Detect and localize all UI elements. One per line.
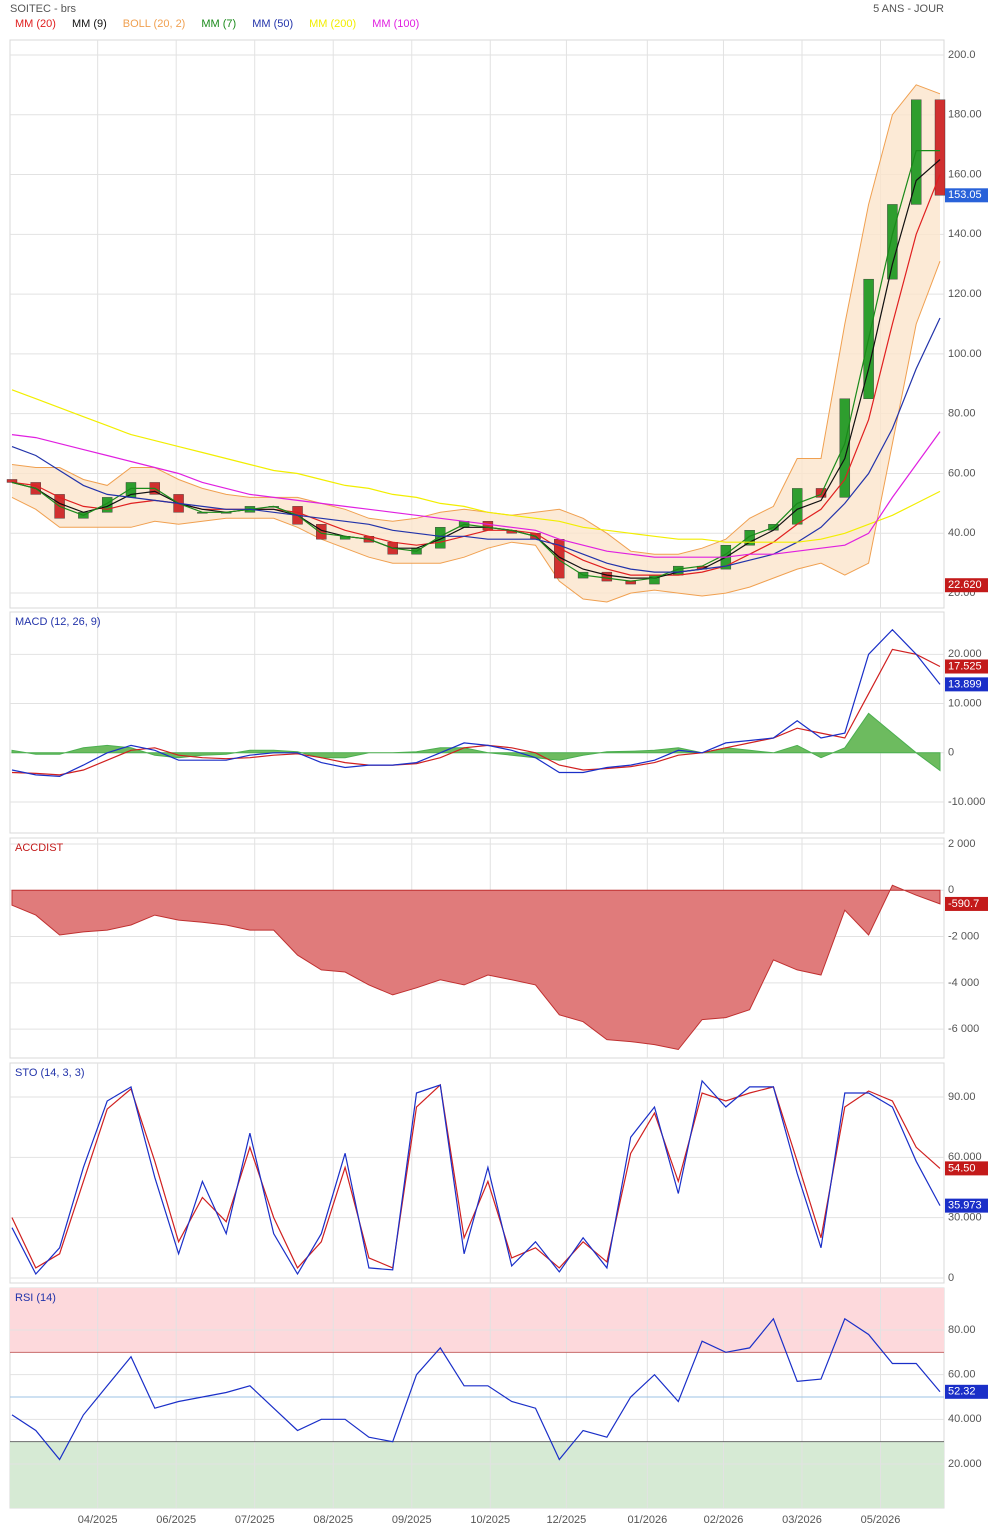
- line: [11, 628, 941, 778]
- legend-entry: MM (7): [201, 18, 236, 30]
- value-badge-label: 13.899: [948, 678, 982, 690]
- line: [11, 159, 941, 579]
- candle: [6, 479, 18, 483]
- panel-title: STO (14, 3, 3): [15, 1067, 85, 1079]
- y-tick-label: 30.000: [948, 1212, 982, 1224]
- chart-title: SOITEC - brs: [10, 3, 77, 15]
- overbought-zone: [10, 1288, 944, 1353]
- y-tick-label: 40.000: [948, 1413, 982, 1425]
- y-tick-label: 80.00: [948, 1324, 976, 1336]
- area: [11, 884, 941, 1051]
- candle: [815, 488, 827, 498]
- y-tick-label: 60.00: [948, 467, 976, 479]
- y-tick-label: 200.0: [948, 49, 976, 61]
- line: [11, 431, 941, 558]
- value-badge-label: -590.7: [948, 898, 979, 910]
- value-badge: [945, 1161, 988, 1176]
- legend-entry: MM (200): [309, 18, 356, 30]
- y-tick-label: -4 000: [948, 977, 979, 989]
- y-tick-label: 60.000: [948, 1151, 982, 1163]
- value-badge: [945, 578, 988, 593]
- y-tick-label: 20.000: [948, 1458, 982, 1470]
- y-tick-label: 100.00: [948, 348, 982, 360]
- candle: [482, 521, 494, 531]
- value-badge: [945, 188, 988, 203]
- line: [11, 389, 941, 543]
- value-badge-label: 52.32: [948, 1386, 976, 1398]
- y-tick-label: 120.00: [948, 288, 982, 300]
- candle: [839, 398, 851, 498]
- y-tick-label: -10.000: [948, 796, 985, 808]
- line: [11, 150, 940, 582]
- bollinger-upper: [11, 84, 941, 555]
- value-badge: [945, 896, 988, 911]
- value-badge: [945, 677, 988, 692]
- y-tick-label: 60.00: [948, 1369, 976, 1381]
- area: [11, 712, 941, 772]
- panel-frame: [9, 1062, 945, 1284]
- line: [11, 648, 941, 776]
- oversold-zone: [10, 1441, 944, 1508]
- y-tick-label: 80.00: [948, 408, 976, 420]
- y-tick-label: 2 000: [948, 838, 976, 850]
- x-tick-label: 02/2026: [704, 1514, 744, 1526]
- legend-entry: MM (20): [15, 18, 56, 30]
- y-tick-label: 160.00: [948, 168, 982, 180]
- panel-frame: [9, 611, 945, 834]
- x-tick-label: 05/2026: [861, 1514, 901, 1526]
- value-badge-label: 153.05: [948, 189, 982, 201]
- x-tick-label: 09/2025: [392, 1514, 432, 1526]
- x-tick-label: 04/2025: [78, 1514, 118, 1526]
- x-tick-label: 01/2026: [627, 1514, 667, 1526]
- y-tick-label: 40.00: [948, 527, 976, 539]
- value-badge-label: 17.525: [948, 660, 982, 672]
- y-tick-label: 140.00: [948, 228, 982, 240]
- x-tick-label: 06/2025: [156, 1514, 196, 1526]
- candle: [887, 204, 898, 280]
- value-badge-label: 54.50: [948, 1162, 976, 1174]
- panel-title: ACCDIST: [15, 842, 64, 854]
- y-tick-label: 0: [948, 884, 954, 896]
- x-tick-label: 12/2025: [547, 1514, 587, 1526]
- panel-title: RSI (14): [15, 1292, 56, 1304]
- value-badge: [945, 1198, 988, 1213]
- line: [11, 1079, 941, 1276]
- y-tick-label: 90.00: [948, 1091, 976, 1103]
- legend-entry: MM (9): [72, 18, 107, 30]
- value-badge: [945, 1384, 988, 1399]
- x-tick-label: 10/2025: [470, 1514, 510, 1526]
- x-tick-label: 07/2025: [235, 1514, 275, 1526]
- y-tick-label: -2 000: [948, 930, 979, 942]
- value-badge-label: 22.620: [948, 579, 982, 591]
- line: [11, 1317, 941, 1461]
- value-badge-label: 35.973: [948, 1200, 982, 1212]
- y-tick-label: 10.000: [948, 697, 982, 709]
- y-tick-label: 20.000: [948, 648, 982, 660]
- period-label: 5 ANS - JOUR: [873, 3, 944, 15]
- bollinger-band: [12, 84, 940, 603]
- y-tick-label: 0: [948, 1272, 954, 1284]
- legend-entry: BOLL (20, 2): [123, 18, 186, 30]
- legend-entry: MM (50): [252, 18, 293, 30]
- candle: [934, 99, 946, 196]
- y-tick-label: 180.00: [948, 109, 982, 121]
- x-tick-label: 08/2025: [313, 1514, 353, 1526]
- y-tick-label: -6 000: [948, 1023, 979, 1035]
- legend-entry: MM (100): [372, 18, 419, 30]
- line: [11, 317, 941, 573]
- y-tick-label: 0: [948, 747, 954, 759]
- value-badge: [945, 659, 988, 674]
- candle: [601, 571, 613, 582]
- x-tick-label: 03/2026: [782, 1514, 822, 1526]
- candle: [435, 527, 446, 549]
- candle: [744, 530, 755, 546]
- candle: [101, 497, 113, 513]
- panel-title: MACD (12, 26, 9): [15, 616, 101, 628]
- bollinger-lower: [11, 261, 941, 603]
